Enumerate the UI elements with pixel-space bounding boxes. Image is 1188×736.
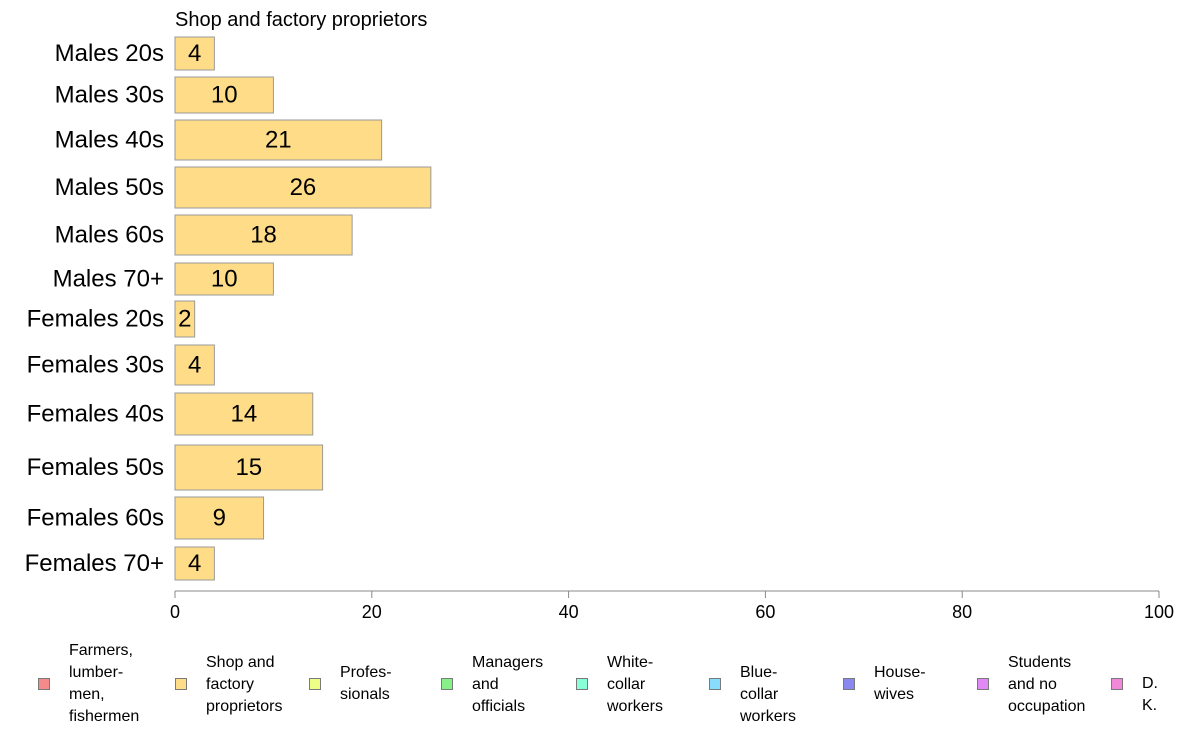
category-label: Females 60s — [27, 505, 164, 532]
category-label: Females 50s — [27, 454, 164, 481]
bar — [174, 119, 383, 161]
category-label: Males 30s — [55, 82, 164, 109]
category-label: Males 60s — [55, 222, 164, 249]
bar-value-label: 4 — [188, 40, 201, 67]
chart-title: Shop and factory proprietors — [175, 9, 427, 31]
bar — [174, 166, 432, 209]
x-tick-label: 20 — [362, 602, 382, 622]
bar — [174, 344, 215, 386]
legend-swatch-icon — [709, 678, 721, 690]
bar — [174, 262, 274, 296]
category-label: Males 40s — [55, 127, 164, 154]
legend-label: House- wives — [874, 664, 926, 703]
legend-swatch-icon — [309, 678, 321, 690]
legend-swatch-icon — [576, 678, 588, 690]
bar — [174, 76, 274, 114]
legend-label: Managers and officials — [472, 654, 544, 715]
category-label: Males 50s — [55, 174, 164, 201]
legend-label: Farmers, lumber- men, fishermen — [69, 642, 140, 725]
category-label: Males 70+ — [53, 266, 164, 293]
category-label: Females 20s — [27, 306, 164, 333]
bar-value-label: 21 — [265, 127, 292, 154]
category-label: Females 30s — [27, 352, 164, 379]
legend-swatch-icon — [38, 678, 50, 690]
bar — [174, 496, 265, 540]
legend-label: Blue-collar workers — [740, 664, 797, 725]
legend-swatch-icon — [175, 678, 187, 690]
bar — [174, 36, 215, 71]
legend-swatch-icon — [1111, 678, 1123, 690]
bar — [174, 214, 353, 256]
bar-value-label: 9 — [213, 505, 226, 532]
legend-swatch-icon — [977, 678, 989, 690]
bar-value-label: 18 — [250, 222, 277, 249]
x-axis: 0 20 40 60 80 100 — [170, 590, 1174, 622]
bar-value-label: 4 — [188, 352, 201, 379]
bar — [174, 546, 215, 581]
bar — [174, 392, 314, 436]
bar-value-label: 10 — [211, 82, 238, 109]
x-tick-label: 60 — [755, 602, 775, 622]
bar-chart: Shop and factory proprietors Males 20s 4M… — [25, 9, 1174, 622]
bars-layer: Males 20s 4 Males 30s 10 Males 40s 21 Males 50… — [25, 36, 432, 581]
bar-value-label: 14 — [231, 401, 258, 428]
bar-value-label: 26 — [290, 174, 317, 201]
legend-label: Profes- sionals — [340, 664, 392, 703]
legend-label: Students and no occupation — [1008, 654, 1086, 715]
bar-value-label: 15 — [235, 454, 262, 481]
x-tick-label: 40 — [559, 602, 579, 622]
bar-value-label: 10 — [211, 266, 238, 293]
bar — [174, 444, 324, 491]
bar-value-label: 4 — [188, 550, 201, 577]
x-tick-label: 100 — [1144, 602, 1174, 622]
bar-value-label: 2 — [178, 306, 191, 333]
category-label: Females 70+ — [25, 550, 164, 577]
category-label: Males 20s — [55, 40, 164, 67]
legend: Farmers, lumber- men, fishermen Shop and … — [0, 640, 1188, 736]
legend-label: Shop and factory proprietors — [206, 654, 283, 715]
legend-swatch-icon — [843, 678, 855, 690]
category-label: Females 40s — [27, 401, 164, 428]
x-tick-label: 80 — [952, 602, 972, 622]
legend-swatch-icon — [441, 678, 453, 690]
legend-label: D. K. — [1142, 675, 1158, 714]
legend-label: White- collar workers — [607, 654, 664, 715]
bar — [174, 300, 196, 338]
x-tick-label: 0 — [170, 602, 180, 622]
